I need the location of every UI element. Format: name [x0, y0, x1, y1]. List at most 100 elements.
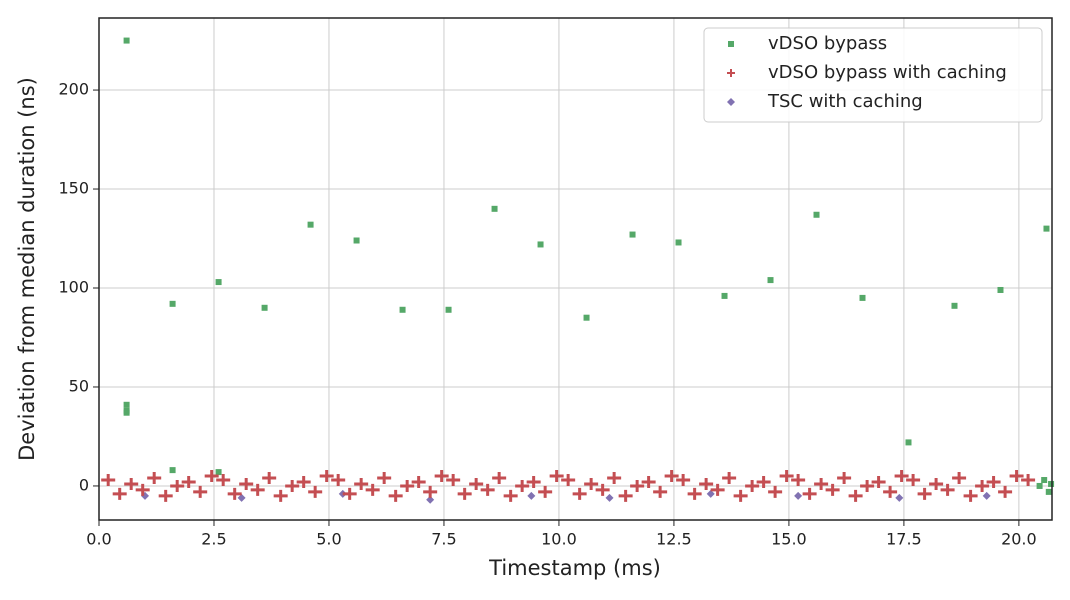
point — [629, 231, 636, 238]
point — [426, 495, 435, 504]
point — [445, 306, 452, 313]
point — [446, 474, 461, 487]
y-tick-label: 0 — [79, 475, 89, 494]
legend-label: TSC with caching — [767, 91, 923, 112]
point — [112, 487, 127, 500]
point — [158, 489, 173, 502]
legend-marker — [728, 41, 734, 47]
point — [802, 487, 817, 500]
x-tick-label: 0.0 — [86, 530, 111, 549]
point — [135, 483, 150, 496]
point — [273, 489, 288, 502]
point — [480, 483, 495, 496]
point — [296, 475, 311, 488]
point — [262, 472, 277, 485]
point — [917, 487, 932, 500]
point — [595, 483, 610, 496]
point — [986, 475, 1001, 488]
point — [503, 489, 518, 502]
legend-marker — [727, 98, 735, 106]
point — [825, 483, 840, 496]
legend-box — [703, 27, 1043, 123]
point — [527, 491, 536, 500]
series — [101, 470, 1036, 502]
x-tick-label: 10.0 — [541, 530, 577, 549]
point — [1041, 477, 1048, 484]
point — [215, 279, 222, 286]
point — [641, 475, 656, 488]
point — [457, 487, 472, 500]
point — [756, 475, 771, 488]
point — [837, 472, 852, 485]
point — [169, 467, 176, 474]
point — [871, 475, 886, 488]
point — [607, 472, 622, 485]
point — [794, 491, 803, 500]
point — [883, 485, 898, 498]
series — [123, 37, 1055, 495]
point — [952, 472, 967, 485]
point — [261, 304, 268, 311]
point — [227, 487, 242, 500]
point — [538, 485, 553, 498]
point — [699, 477, 714, 490]
point — [411, 475, 426, 488]
point — [469, 477, 484, 490]
point — [779, 470, 794, 483]
point — [1021, 474, 1036, 487]
point — [377, 472, 392, 485]
point — [1045, 488, 1052, 495]
point — [1043, 225, 1050, 232]
legend-label: vDSO bypass — [768, 33, 887, 54]
y-axis-label: Deviation from median duration (ns) — [15, 77, 39, 461]
point — [940, 483, 955, 496]
point — [239, 477, 254, 490]
point — [848, 489, 863, 502]
point — [998, 485, 1013, 498]
point — [169, 300, 176, 307]
point — [618, 489, 633, 502]
point — [561, 474, 576, 487]
plot-frame — [98, 17, 1053, 521]
point — [929, 477, 944, 490]
point — [124, 477, 139, 490]
point — [653, 485, 668, 498]
point — [733, 489, 748, 502]
point — [434, 470, 449, 483]
point — [767, 277, 774, 284]
point — [193, 485, 208, 498]
legend: vDSO bypass vDSO bypass with caching TSC w… — [703, 27, 1043, 123]
point — [181, 475, 196, 488]
x-axis-label: Timestamp (ms) — [488, 556, 661, 580]
point — [491, 205, 498, 212]
point — [308, 485, 323, 498]
legend-label: vDSO bypass with caching — [768, 62, 1007, 83]
point — [859, 294, 866, 301]
point — [342, 487, 357, 500]
point — [745, 479, 760, 492]
series — [140, 489, 991, 504]
point — [676, 474, 691, 487]
point — [549, 470, 564, 483]
x-tick-label: 12.5 — [656, 530, 692, 549]
point — [664, 470, 679, 483]
point — [537, 241, 544, 248]
x-tick-label: 20.0 — [1001, 530, 1037, 549]
point — [791, 474, 806, 487]
point — [1009, 470, 1024, 483]
point — [584, 477, 599, 490]
point — [906, 474, 921, 487]
point — [905, 439, 912, 446]
point — [101, 474, 116, 487]
point — [400, 479, 415, 492]
point — [768, 485, 783, 498]
point — [687, 487, 702, 500]
point — [388, 489, 403, 502]
point — [307, 221, 314, 228]
point — [721, 292, 728, 299]
x-tick-label: 7.5 — [431, 530, 456, 549]
y-tick-label: 200 — [58, 80, 89, 99]
y-tick-label: 100 — [58, 278, 89, 297]
point — [123, 401, 130, 408]
